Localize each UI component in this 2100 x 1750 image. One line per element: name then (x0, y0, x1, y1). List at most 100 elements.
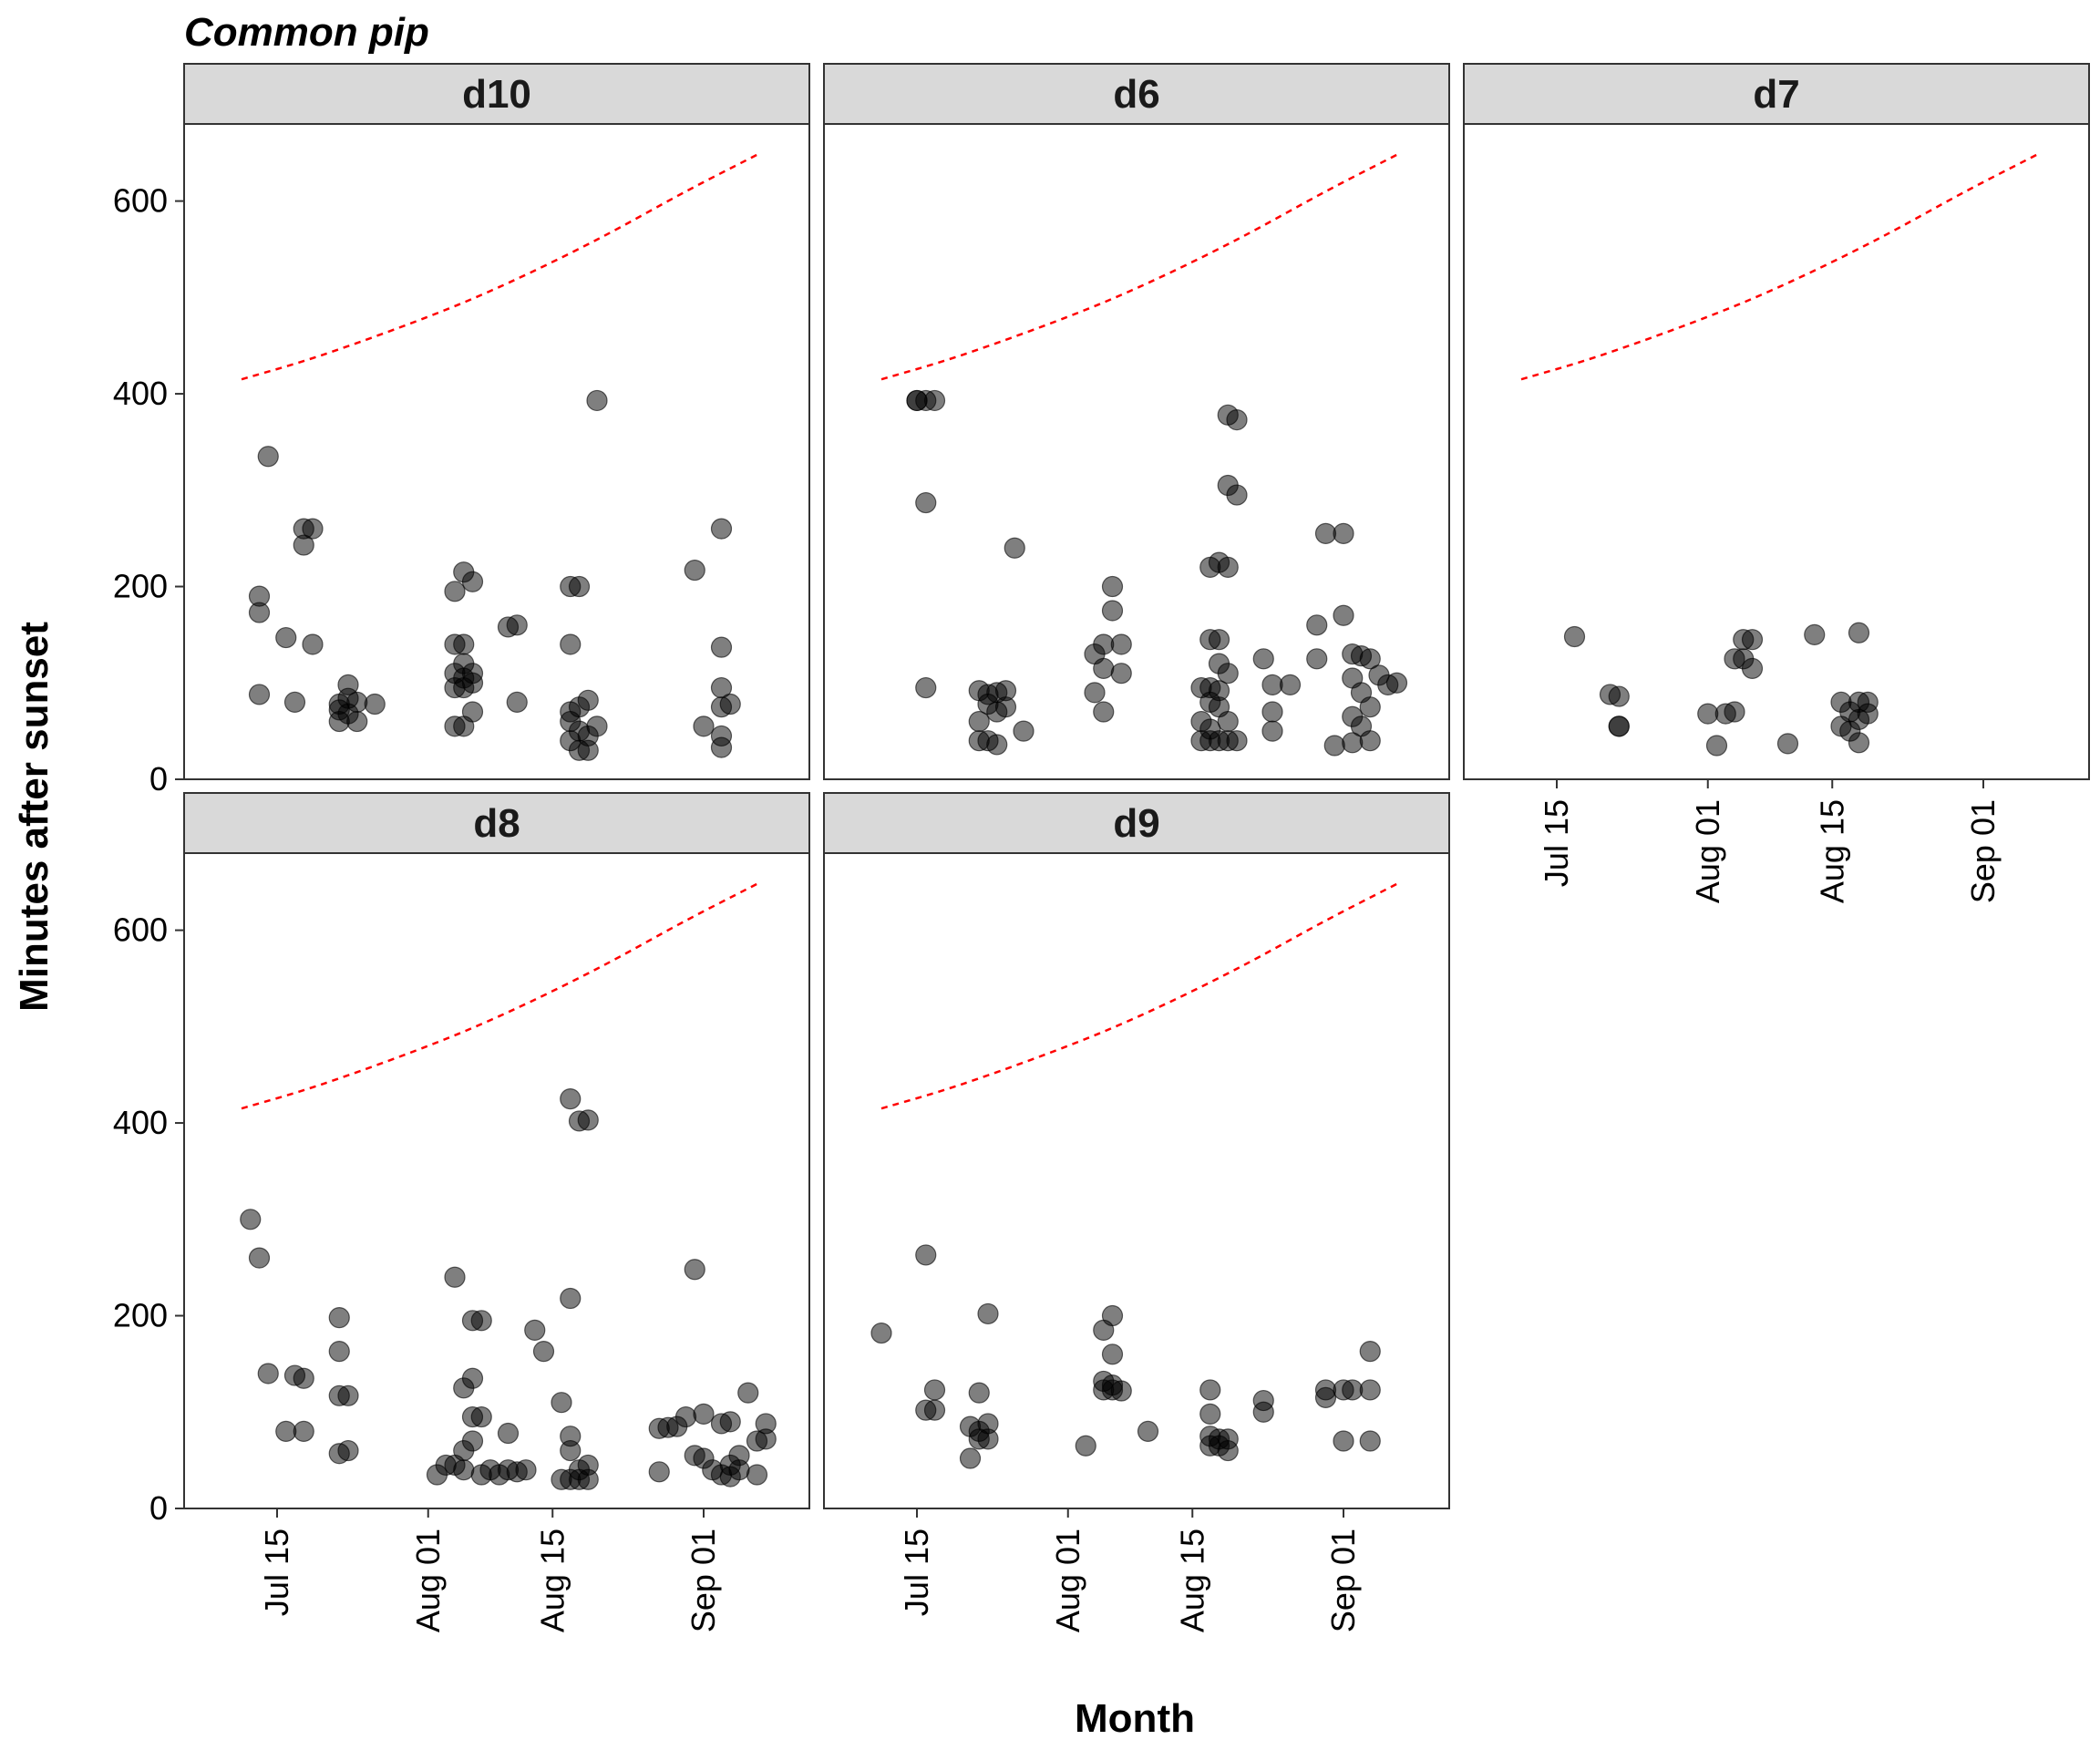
data-point (1093, 701, 1115, 723)
data-point (1359, 648, 1381, 670)
data-point (1101, 1343, 1124, 1365)
data-point (1226, 409, 1248, 431)
data-point (453, 633, 475, 655)
data-point (1333, 604, 1354, 626)
data-point (1208, 629, 1230, 651)
points-d9 (870, 1244, 1381, 1469)
data-point (470, 1310, 492, 1332)
data-point (560, 1287, 582, 1310)
data-point (461, 672, 484, 694)
data-point (1314, 1386, 1337, 1409)
data-point (968, 1382, 990, 1404)
facet-strip (183, 63, 810, 125)
data-point (693, 715, 715, 737)
data-point (577, 1109, 599, 1131)
facet-strip (1463, 63, 2090, 125)
data-point (1101, 600, 1124, 622)
data-point (1306, 648, 1328, 670)
data-point (1848, 622, 1870, 643)
panel-d8: d8 0 200 400 600 Jul 15 Aug 01 Aug 15 Sep 01 (113, 792, 810, 1632)
data-point (915, 491, 937, 514)
facet-label: d7 (1753, 72, 1799, 117)
data-point (293, 1420, 314, 1443)
facet-panels: d10 0 200 400 600 d6 d7 Jul 15 Aug 01 Aug 15 Sep 0… (113, 63, 2090, 1632)
data-point (1608, 685, 1630, 707)
data-point (693, 1403, 715, 1425)
data-point (302, 518, 324, 540)
data-point (915, 1244, 937, 1266)
data-point (577, 739, 599, 761)
data-point (1217, 1439, 1239, 1462)
y-tick-label: 400 (113, 1104, 168, 1141)
data-point (1705, 735, 1728, 757)
sunrise-reference-line (880, 153, 1398, 381)
data-point (1261, 720, 1283, 742)
data-point (551, 1392, 572, 1414)
y-axis: 0 200 400 600 (113, 182, 184, 798)
data-point (1110, 663, 1132, 685)
x-tick-label: Aug 01 (409, 1529, 447, 1632)
x-tick-label: Aug 15 (1813, 799, 1850, 903)
data-point (257, 1363, 279, 1385)
data-point (1359, 1379, 1381, 1401)
data-point (461, 571, 484, 592)
y-axis-title: Minutes after sunset (12, 622, 57, 1012)
sunrise-reference-line (241, 153, 758, 381)
data-point (755, 1428, 777, 1450)
data-point (684, 559, 705, 582)
x-tick-label: Aug 15 (533, 1529, 571, 1632)
data-point (586, 715, 608, 737)
x-tick-label: Jul 15 (258, 1529, 295, 1616)
data-point (1101, 1304, 1124, 1327)
data-point (1359, 1341, 1381, 1363)
panel-d10: d10 0 200 400 600 (113, 63, 810, 798)
data-point (1217, 663, 1239, 685)
x-tick-label: Sep 01 (1324, 1529, 1362, 1632)
data-point (1217, 556, 1239, 578)
data-point (1342, 1379, 1364, 1401)
x-tick-label: Sep 01 (685, 1529, 722, 1632)
data-point (1199, 1379, 1221, 1401)
data-point (1013, 720, 1035, 742)
data-point (346, 691, 368, 714)
x-tick-label: Jul 15 (898, 1529, 935, 1616)
data-point (719, 1411, 741, 1433)
data-point (577, 1468, 599, 1490)
facet-label: d10 (462, 72, 531, 117)
panel-d7: d7 Jul 15 Aug 01 Aug 15 Sep 01 (1463, 63, 2090, 903)
data-point (1333, 522, 1354, 544)
facet-strip (183, 792, 810, 854)
data-point (1199, 1403, 1221, 1425)
data-point (1724, 701, 1745, 723)
data-point (470, 1405, 492, 1428)
data-point (1333, 1430, 1354, 1452)
points-d7 (1563, 622, 1879, 757)
data-point (1093, 657, 1115, 680)
panel-border (823, 123, 1450, 780)
data-point (710, 636, 733, 658)
data-point (532, 1341, 555, 1363)
y-tick-label: 200 (113, 568, 168, 605)
data-point (728, 1459, 750, 1481)
data-point (1110, 1380, 1132, 1402)
data-point (248, 684, 271, 705)
data-point (737, 1382, 759, 1404)
data-point (497, 1422, 520, 1445)
x-axis: Jul 15 Aug 01 Aug 15 Sep 01 (258, 1508, 722, 1632)
data-point (568, 575, 591, 598)
data-point (560, 633, 582, 655)
data-point (1306, 614, 1328, 636)
points-d8 (240, 1088, 777, 1490)
data-point (1093, 633, 1115, 655)
y-tick-label: 400 (113, 375, 168, 412)
data-point (275, 626, 297, 649)
data-point (1359, 1430, 1381, 1452)
data-point (648, 1461, 670, 1483)
data-point (684, 1259, 705, 1281)
data-point (1261, 701, 1283, 723)
data-point (870, 1322, 892, 1344)
data-point (1226, 730, 1248, 752)
data-point (977, 1302, 999, 1325)
data-point (1004, 537, 1025, 559)
facet-strip (823, 63, 1450, 125)
